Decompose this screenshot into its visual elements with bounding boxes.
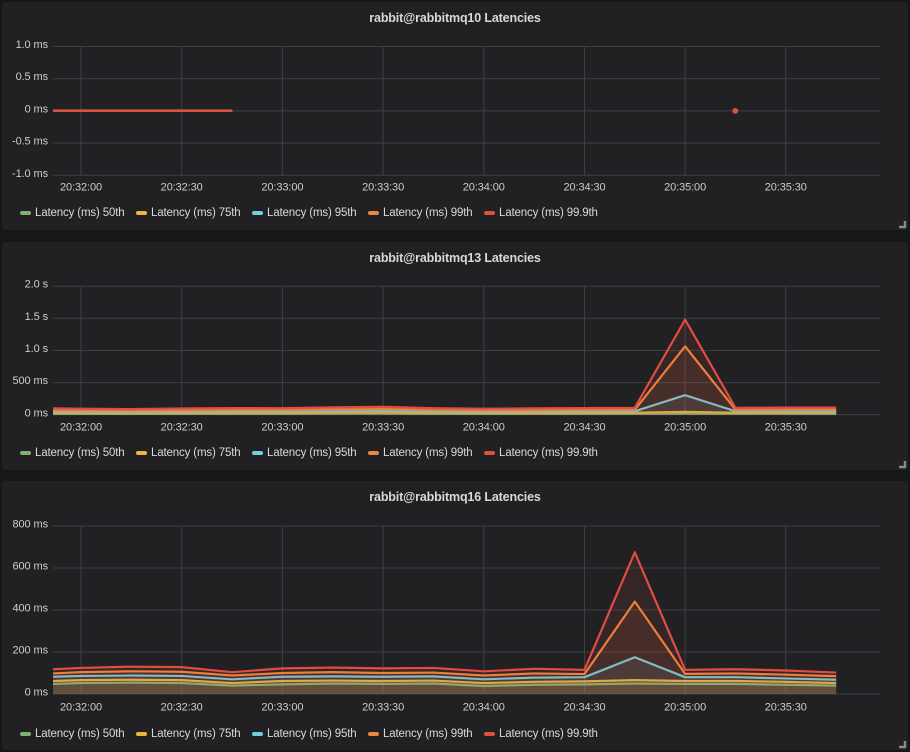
- svg-text:20:34:00: 20:34:00: [463, 182, 505, 194]
- svg-text:400 ms: 400 ms: [13, 603, 49, 615]
- svg-text:800 ms: 800 ms: [13, 519, 49, 531]
- svg-text:2.0 s: 2.0 s: [25, 279, 49, 291]
- svg-text:20:34:30: 20:34:30: [563, 702, 605, 714]
- svg-text:20:35:30: 20:35:30: [765, 422, 807, 434]
- svg-text:20:32:30: 20:32:30: [161, 182, 203, 194]
- svg-text:20:32:30: 20:32:30: [161, 422, 203, 434]
- svg-text:20:33:30: 20:33:30: [362, 702, 404, 714]
- svg-text:200 ms: 200 ms: [13, 645, 49, 657]
- svg-text:20:33:00: 20:33:00: [261, 182, 303, 194]
- svg-text:0 ms: 0 ms: [25, 103, 49, 115]
- svg-text:20:32:00: 20:32:00: [60, 182, 102, 194]
- svg-text:20:32:30: 20:32:30: [161, 702, 203, 714]
- svg-text:20:35:30: 20:35:30: [765, 182, 807, 194]
- svg-text:20:33:00: 20:33:00: [261, 422, 303, 434]
- svg-text:20:35:00: 20:35:00: [664, 422, 706, 434]
- svg-text:20:32:00: 20:32:00: [60, 422, 102, 434]
- svg-text:1.0 s: 1.0 s: [25, 343, 49, 355]
- svg-text:-1.0 ms: -1.0 ms: [12, 168, 49, 180]
- svg-text:20:35:30: 20:35:30: [765, 702, 807, 714]
- svg-text:0 ms: 0 ms: [25, 407, 49, 419]
- svg-text:20:34:30: 20:34:30: [563, 422, 605, 434]
- svg-text:20:34:00: 20:34:00: [463, 422, 505, 434]
- svg-text:20:32:00: 20:32:00: [60, 702, 102, 714]
- svg-text:500 ms: 500 ms: [13, 375, 49, 387]
- svg-text:-0.5 ms: -0.5 ms: [12, 136, 49, 148]
- svg-text:20:34:30: 20:34:30: [563, 182, 605, 194]
- svg-text:20:35:00: 20:35:00: [664, 182, 706, 194]
- svg-text:20:35:00: 20:35:00: [664, 702, 706, 714]
- svg-text:20:34:00: 20:34:00: [463, 702, 505, 714]
- svg-text:600 ms: 600 ms: [13, 561, 49, 573]
- svg-text:20:33:30: 20:33:30: [362, 422, 404, 434]
- svg-text:20:33:30: 20:33:30: [362, 182, 404, 194]
- svg-text:1.5 s: 1.5 s: [25, 311, 49, 323]
- svg-text:20:33:00: 20:33:00: [261, 702, 303, 714]
- svg-text:0 ms: 0 ms: [25, 687, 49, 699]
- svg-text:0.5 ms: 0.5 ms: [16, 71, 49, 83]
- svg-text:1.0 ms: 1.0 ms: [16, 39, 49, 51]
